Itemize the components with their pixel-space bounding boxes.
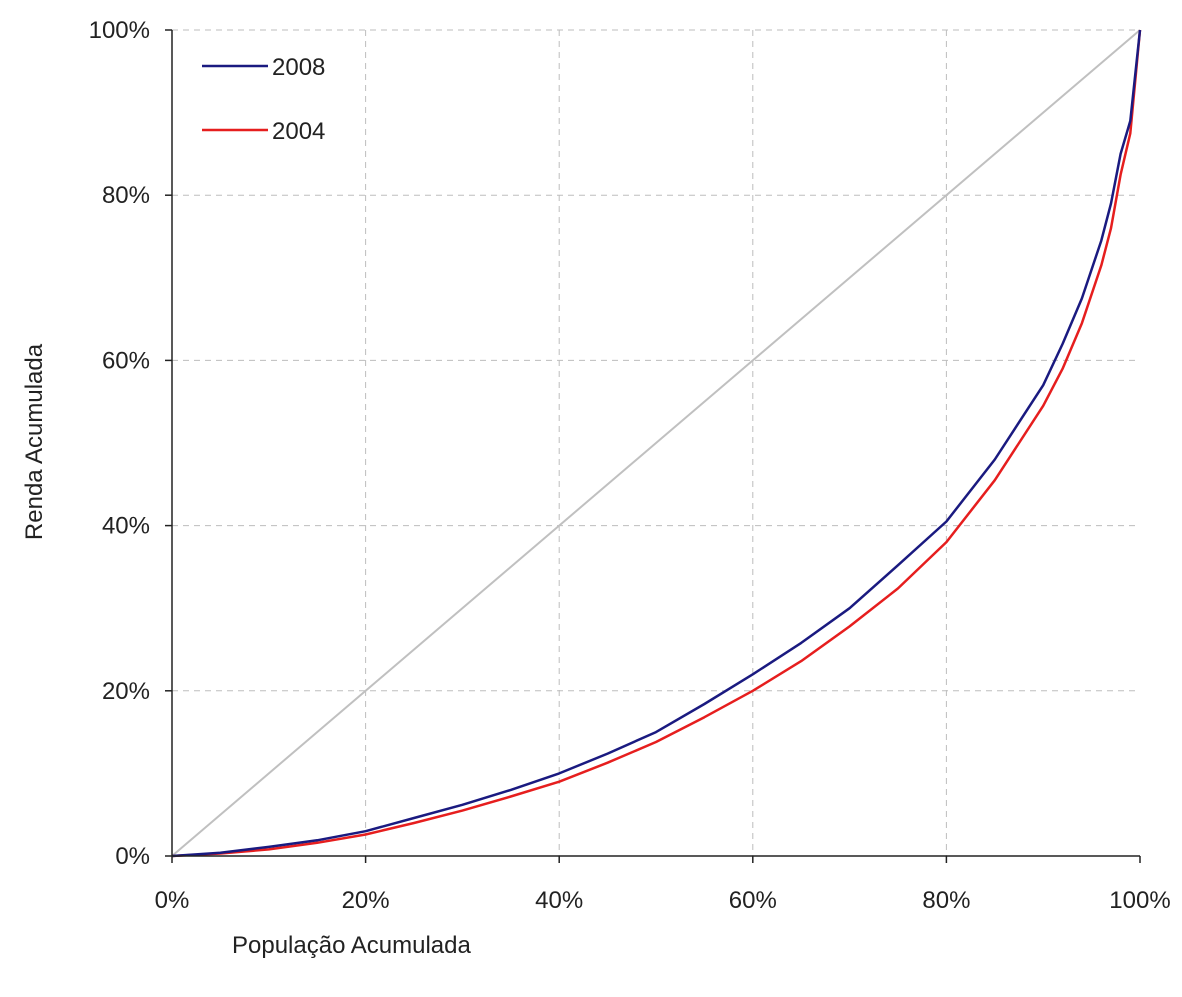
x-tick-label: 80%: [922, 887, 970, 914]
y-tick-label: 80%: [102, 182, 150, 209]
x-axis-title: População Acumulada: [232, 932, 471, 959]
y-axis-title: Renda Acumulada: [21, 343, 48, 540]
x-tick-label: 0%: [155, 887, 190, 914]
x-tick-label: 60%: [729, 887, 777, 914]
x-tick-label: 40%: [535, 887, 583, 914]
x-tick-label: 20%: [342, 887, 390, 914]
y-tick-label: 20%: [102, 678, 150, 705]
y-tick-label: 40%: [102, 513, 150, 540]
x-tick-label: 100%: [1109, 887, 1170, 914]
legend-label-2004: 2004: [272, 118, 325, 145]
y-tick-label: 100%: [89, 17, 150, 44]
legend-label-2008: 2008: [272, 54, 325, 81]
y-tick-label: 60%: [102, 347, 150, 374]
y-tick-label: 0%: [115, 843, 150, 870]
legend: 2008 2004: [202, 54, 325, 145]
